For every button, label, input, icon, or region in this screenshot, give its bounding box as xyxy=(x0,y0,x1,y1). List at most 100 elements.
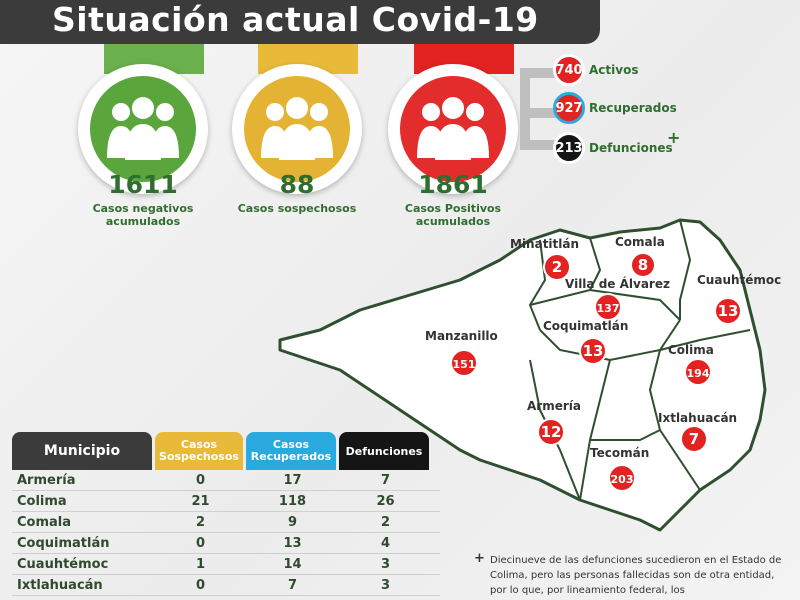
map-label-municipio: Minatitlán xyxy=(510,237,579,251)
map-badge xyxy=(579,337,607,365)
cross-mark-icon: + xyxy=(667,128,681,147)
map-badge xyxy=(450,349,478,377)
map-badge xyxy=(594,293,622,321)
cell-sospechosos: 1 xyxy=(195,556,206,572)
map-badge xyxy=(684,358,712,386)
map-badge-value: 13 xyxy=(583,342,604,360)
stat-label-line1: Casos negativos xyxy=(92,202,194,215)
cell-municipio: Colima xyxy=(17,493,67,509)
map-label-municipio: Villa de Álvarez xyxy=(565,276,670,291)
cell-municipio: Cuauhtémoc xyxy=(17,556,109,572)
map-label-municipio: Armería xyxy=(527,399,581,413)
cell-defunciones: 3 xyxy=(380,556,391,572)
table-row: Cuauhtémoc 1 14 3 xyxy=(12,554,440,575)
map-label-municipio: Cuauhtémoc xyxy=(697,273,781,287)
map-label-municipio: Tecomán xyxy=(590,446,649,460)
map-label-municipio: Ixtlahuacán xyxy=(658,411,737,425)
cell-recuperados: 118 xyxy=(278,493,307,509)
map-badge-value: 8 xyxy=(638,256,648,274)
stat-label-line1: Casos Positivos xyxy=(404,202,502,215)
cell-sospechosos: 21 xyxy=(191,493,210,509)
stat-card-negativos: 1611 Casos negativos acumulados xyxy=(70,44,240,244)
table-body: Armería 0 17 7 Colima 21 118 26 Comala 2 9 2 Coquima… xyxy=(12,470,440,596)
cell-municipio: Coquimatlán xyxy=(17,535,110,551)
stat-label-line2: acumulados xyxy=(105,215,181,228)
status-recuperados: 927 Recuperados xyxy=(553,92,677,124)
footnote-text: Diecinueve de las defunciones sucedieron… xyxy=(490,555,782,596)
colima-map: Minatitlán 2 Comala 8 Villa de Álvarez 13 7 Cua… xyxy=(278,218,781,532)
map-badge xyxy=(680,425,708,453)
map-badge-value: 7 xyxy=(689,430,699,448)
bracket-connector xyxy=(520,68,560,150)
cross-mark-icon: + xyxy=(474,551,485,566)
map-badge xyxy=(714,297,742,325)
status-activos: 740 Activos xyxy=(553,54,638,86)
map-label-municipio: Manzanillo xyxy=(425,329,498,343)
stat-label: Casos Positivos acumulados xyxy=(380,202,526,228)
people-group-icon xyxy=(244,76,350,182)
map-badge-value: 13 xyxy=(718,302,739,320)
header-defunciones: Defunciones xyxy=(339,432,429,470)
stat-card-positivos: 1861 Casos Positivos acumulados xyxy=(380,44,550,244)
cell-defunciones: 4 xyxy=(380,535,391,551)
stat-circle xyxy=(78,64,208,194)
cell-recuperados: 9 xyxy=(287,514,298,530)
stat-value: 88 xyxy=(279,170,315,199)
cell-municipio: Armería xyxy=(17,472,76,488)
cell-recuperados: 14 xyxy=(283,556,302,572)
stat-label: Casos sospechosos xyxy=(224,202,370,215)
people-group-icon xyxy=(400,76,506,182)
cell-sospechosos: 0 xyxy=(195,472,206,488)
cell-sospechosos: 0 xyxy=(195,535,206,551)
stat-label: Casos negativos acumulados xyxy=(70,202,216,228)
map-badge-value: 12 xyxy=(541,423,562,441)
recuperados-badge: 927 xyxy=(553,92,585,124)
header-recuperados: Casos Recuperados xyxy=(246,432,336,470)
defunciones-label: Defunciones xyxy=(589,141,673,155)
cell-defunciones: 3 xyxy=(380,577,391,593)
map-label-municipio: Coquimatlán xyxy=(543,319,628,333)
stat-label-line2: acumulados xyxy=(415,215,491,228)
cell-defunciones: 7 xyxy=(380,472,391,488)
status-breakdown: 740 Activos 927 Recuperados 213 Defuncio… xyxy=(515,50,795,170)
cell-recuperados: 13 xyxy=(283,535,302,551)
municipios-table: Municipio Casos Sospechosos Casos Recupera… xyxy=(12,432,440,596)
header-sospechosos: Casos Sospechosos xyxy=(155,432,243,470)
footnote: + Diecinueve de las defunciones sucedier… xyxy=(474,551,788,598)
map-badge xyxy=(543,253,571,281)
cell-municipio: Ixtlahuacán xyxy=(17,577,103,593)
stat-label-line1: Casos sospechosos xyxy=(237,202,357,215)
table-row: Comala 2 9 2 xyxy=(12,512,440,533)
activos-badge: 740 xyxy=(553,54,585,86)
activos-label: Activos xyxy=(589,63,639,77)
map-badge xyxy=(608,464,636,492)
cell-municipio: Comala xyxy=(17,514,72,530)
map-label-municipio: Colima xyxy=(668,343,714,357)
header-municipio: Municipio xyxy=(12,432,152,470)
stat-circle xyxy=(388,64,518,194)
recuperados-label: Recuperados xyxy=(589,101,677,115)
map-badge-value: 203 xyxy=(611,473,634,486)
map-badge-value: 194 xyxy=(687,367,710,380)
stat-circle xyxy=(232,64,362,194)
map-badge-value: 151 xyxy=(453,358,476,371)
table-header: Municipio Casos Sospechosos Casos Recupera… xyxy=(12,432,440,470)
status-defunciones: 213 Defunciones xyxy=(553,132,673,164)
cell-sospechosos: 2 xyxy=(195,514,206,530)
cell-recuperados: 17 xyxy=(283,472,302,488)
defunciones-badge: 213 xyxy=(553,132,585,164)
people-group-icon xyxy=(90,76,196,182)
cell-sospechosos: 0 xyxy=(195,577,206,593)
stat-value: 1861 xyxy=(418,170,488,199)
cell-defunciones: 26 xyxy=(376,493,395,509)
map-badge xyxy=(537,418,565,446)
stat-value: 1611 xyxy=(108,170,178,199)
stat-card-sospechosos: 88 Casos sospechosos xyxy=(224,44,394,244)
page-title: Situación actual Covid-19 xyxy=(0,0,600,44)
map-badge xyxy=(630,252,656,278)
table-row: Coquimatlán 0 13 4 xyxy=(12,533,440,554)
cell-defunciones: 2 xyxy=(380,514,391,530)
map-label-municipio: Comala xyxy=(615,235,665,249)
table-row: Colima 21 118 26 xyxy=(12,491,440,512)
table-row: Ixtlahuacán 0 7 3 xyxy=(12,575,440,596)
